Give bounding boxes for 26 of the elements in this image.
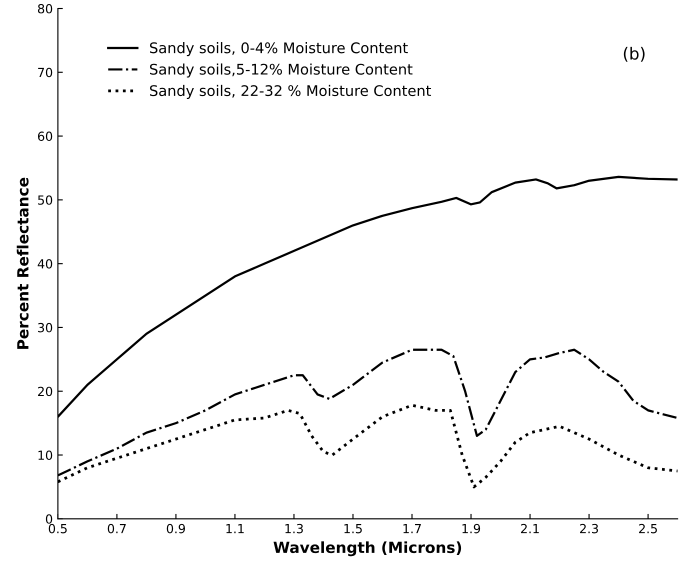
y-tick-label: 70 [38,68,52,78]
y-tick-label: 20 [38,386,52,396]
legend-label: Sandy soils, 22-32 % Moisture Content [150,84,432,99]
legend-label: Sandy soils,5-12% Moisture Content [150,63,412,78]
y-tick-label: 80 [38,4,52,14]
y-axis-title: Percent Reflectance [16,178,29,349]
y-tick-label: 0 [46,514,52,524]
x-axis-title: Wavelength (Microns) [274,541,462,556]
y-tick-label: 50 [38,195,52,205]
x-tick-label: 0.7 [108,524,126,534]
y-tick-label: 10 [38,450,52,460]
legend-label: Sandy soils, 0-4% Moisture Content [150,42,408,56]
x-tick-label: 0.9 [166,524,185,534]
y-tick-label: 30 [38,322,52,332]
x-tick-label: 1.5 [344,524,362,534]
x-tick-label: 2.1 [521,524,539,534]
x-tick-label: 1.1 [226,524,244,534]
y-tick-label: 40 [38,259,52,269]
x-tick-label: 0.5 [48,524,67,534]
x-tick-label: 1.7 [403,524,421,534]
annotation: (b) [624,46,645,62]
y-tick-label: 60 [38,132,52,142]
x-tick-label: 2.5 [639,524,657,534]
x-tick-label: 2.3 [580,524,598,534]
x-tick-label: 1.9 [462,524,480,534]
x-tick-label: 1.3 [285,524,303,534]
